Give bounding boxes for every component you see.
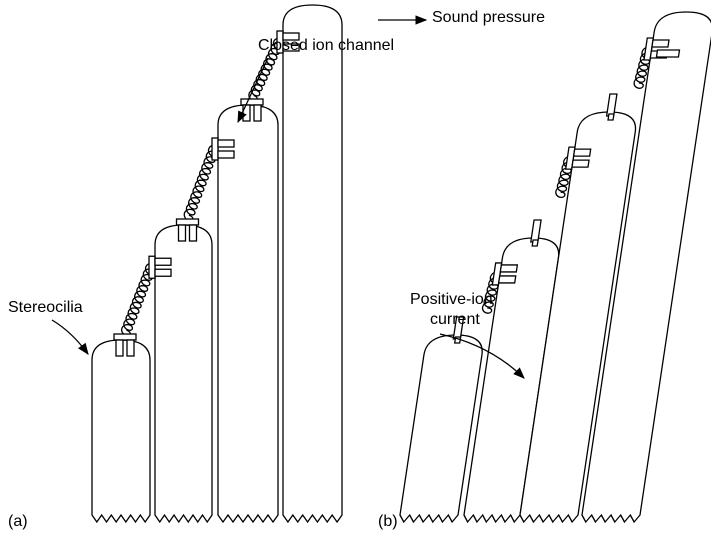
- stereocilium: [217, 104, 279, 524]
- ion-channel: [531, 239, 539, 247]
- ion-channel: [126, 339, 135, 357]
- stereocilium: [282, 4, 343, 524]
- annotation: Closed ion channel: [258, 37, 394, 54]
- ion-channel: [240, 98, 264, 106]
- ion-channel: [282, 32, 300, 41]
- ion-channel: [607, 113, 615, 121]
- panel-a: [91, 4, 343, 524]
- ion-channel: [217, 150, 235, 159]
- ion-channel: [242, 104, 251, 122]
- tip-link: [120, 262, 155, 337]
- ion-channel: [651, 39, 670, 48]
- ion-channel: [113, 333, 137, 341]
- ion-channel: [217, 139, 235, 148]
- arrow: [439, 333, 525, 379]
- ion-channel: [211, 137, 219, 161]
- ion-channel: [115, 339, 124, 357]
- ion-channel: [148, 255, 156, 279]
- ion-channel: [276, 30, 284, 54]
- stereocilium: [519, 111, 637, 524]
- stereocilia-drawing: [91, 4, 711, 524]
- panel-label: (b): [378, 513, 398, 530]
- arrow: [237, 57, 269, 124]
- annotation: current: [430, 311, 480, 328]
- stereocilium: [154, 224, 213, 524]
- ion-channel: [572, 148, 592, 157]
- panel-label: (a): [8, 513, 28, 530]
- ion-channel: [154, 257, 172, 266]
- ion-channel: [491, 262, 503, 286]
- arrow: [51, 319, 89, 355]
- annotation: Sound pressure: [432, 9, 545, 26]
- ion-channel: [154, 268, 172, 277]
- ion-channel: [655, 49, 681, 58]
- stereocilium: [581, 11, 711, 524]
- stereocilium: [399, 334, 483, 524]
- annotation: Positive-ion: [410, 291, 493, 308]
- ion-channel: [282, 43, 300, 52]
- panel-b: [399, 11, 711, 524]
- ion-channel: [497, 275, 517, 284]
- ion-channel: [571, 159, 590, 168]
- ion-channel: [253, 104, 262, 122]
- ion-channel: [175, 218, 200, 226]
- stereocilium: [463, 237, 560, 524]
- tip-link: [183, 144, 218, 222]
- stereocilium: [91, 339, 151, 524]
- annotation: Stereocilia: [8, 299, 83, 316]
- ion-channel: [177, 224, 187, 242]
- ion-channel: [499, 264, 519, 273]
- ion-channel: [643, 37, 655, 61]
- ion-channel: [188, 224, 198, 242]
- ion-channel: [564, 146, 576, 170]
